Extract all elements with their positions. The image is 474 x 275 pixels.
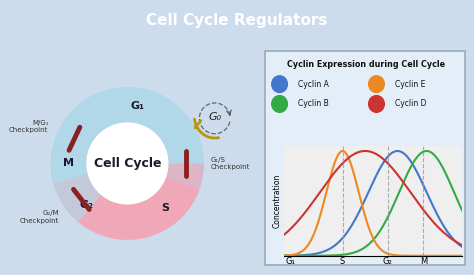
Circle shape (87, 123, 168, 204)
Polygon shape (51, 150, 199, 240)
Text: G₀: G₀ (208, 112, 221, 122)
Text: Cell Cycle: Cell Cycle (94, 157, 161, 170)
Text: Cyclin E: Cyclin E (395, 80, 425, 89)
Text: M: M (64, 158, 74, 168)
Polygon shape (156, 163, 204, 218)
Text: G₂/M
Checkpoint: G₂/M Checkpoint (19, 210, 59, 224)
Circle shape (272, 96, 287, 112)
Text: G₁: G₁ (130, 101, 145, 111)
Text: Cyclin D: Cyclin D (395, 100, 427, 108)
Text: G₁/S
Checkpoint: G₁/S Checkpoint (210, 157, 250, 170)
Y-axis label: Concentration: Concentration (273, 174, 282, 228)
Text: Cell Cycle Regulators: Cell Cycle Regulators (146, 13, 328, 28)
Polygon shape (51, 87, 204, 202)
Text: M/G₁
Checkpoint: M/G₁ Checkpoint (9, 120, 48, 133)
Text: G₂: G₂ (79, 200, 93, 210)
Circle shape (369, 76, 384, 92)
Text: Cyclin B: Cyclin B (298, 100, 329, 108)
FancyBboxPatch shape (265, 51, 465, 265)
Polygon shape (51, 167, 101, 222)
Text: Cyclin Expression during Cell Cycle: Cyclin Expression during Cell Cycle (287, 60, 445, 69)
Circle shape (272, 76, 287, 92)
Circle shape (369, 96, 384, 112)
Polygon shape (51, 150, 89, 183)
Polygon shape (151, 184, 194, 226)
Text: S: S (161, 203, 169, 213)
Text: Cyclin A: Cyclin A (298, 80, 329, 89)
